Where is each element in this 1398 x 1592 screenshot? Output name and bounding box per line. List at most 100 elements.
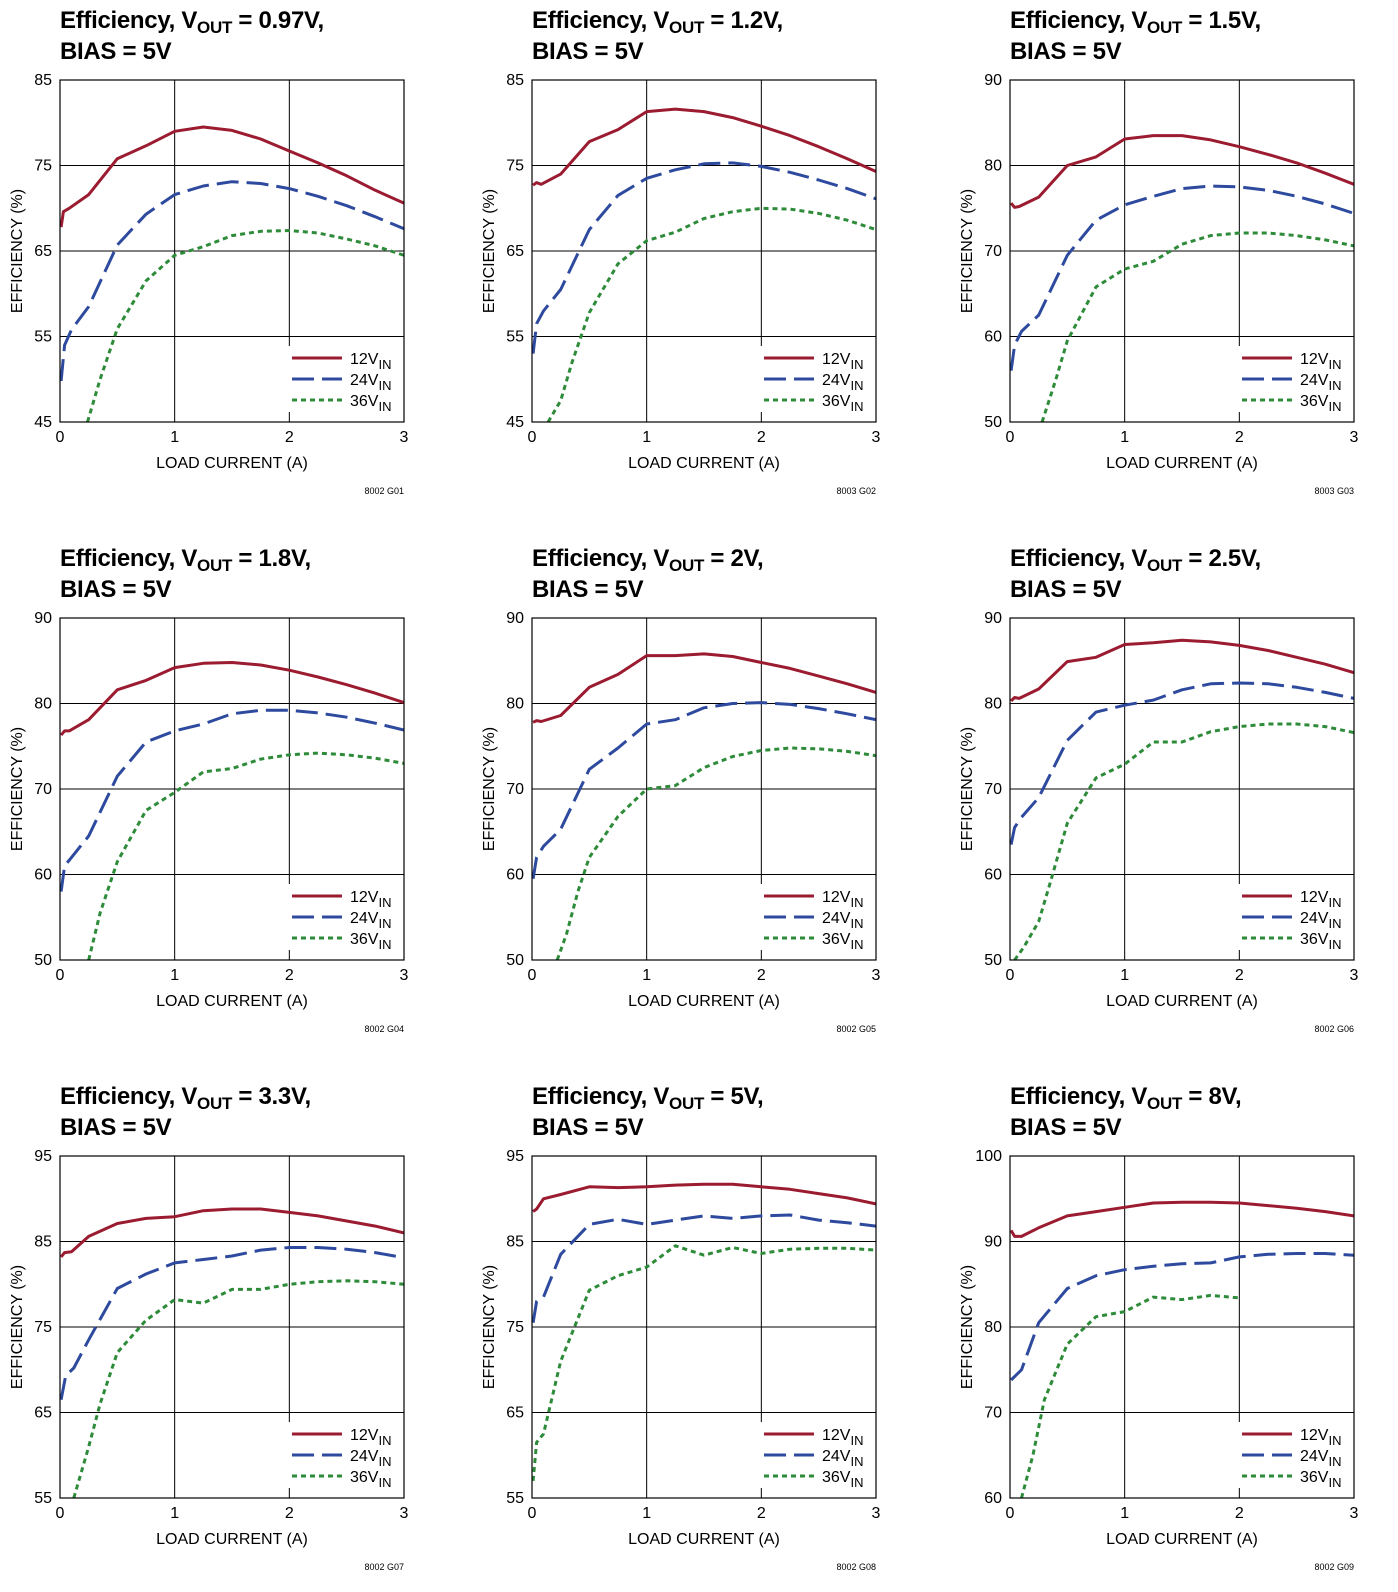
efficiency-plot: 50 60 70 80 90 0 1 2 3 LOAD CURRENT (A) EFFICIENCY… — [9, 610, 409, 1034]
y-axis-label: EFFICIENCY (%) — [9, 189, 26, 313]
x-tick-label: 1 — [642, 429, 651, 446]
y-axis-label: EFFICIENCY (%) — [959, 727, 976, 851]
x-tick-label: 1 — [1120, 967, 1129, 984]
y-tick-label: 70 — [34, 781, 52, 798]
x-axis-label: LOAD CURRENT (A) — [628, 993, 780, 1010]
y-tick-label: 85 — [506, 72, 524, 89]
x-tick-label: 3 — [400, 967, 409, 984]
legend-label: 12VIN — [1300, 1427, 1341, 1448]
x-tick-label: 2 — [285, 1505, 294, 1522]
plot-frame — [531, 79, 877, 423]
x-tick-label: 3 — [400, 429, 409, 446]
legend-label: 12VIN — [350, 1427, 391, 1448]
legend-label: 12VIN — [1300, 889, 1341, 910]
figure-code: 8002 G01 — [364, 486, 404, 496]
y-tick-label: 60 — [34, 867, 52, 884]
y-tick-label: 80 — [34, 696, 52, 713]
x-tick-label: 1 — [170, 1505, 179, 1522]
x-tick-label: 0 — [528, 1505, 537, 1522]
x-tick-label: 0 — [56, 429, 65, 446]
efficiency-plot: 50 60 70 80 90 0 1 2 3 LOAD CURRENT (A) EFFICIENCY… — [959, 72, 1359, 496]
x-axis-label: LOAD CURRENT (A) — [156, 455, 308, 472]
x-tick-label: 0 — [528, 429, 537, 446]
y-tick-label: 75 — [506, 1319, 524, 1336]
series-line-36v-in — [1040, 231, 1354, 422]
y-tick-label: 60 — [506, 867, 524, 884]
legend-label: 36VIN — [1300, 1469, 1341, 1490]
series-line-24v-in — [1010, 681, 1354, 845]
x-tick-label: 2 — [1235, 967, 1244, 984]
efficiency-plot: 55 65 75 85 95 0 1 2 3 LOAD CURRENT (A) EFFICIENCY… — [9, 1148, 409, 1572]
series-line-36v-in — [1020, 1293, 1240, 1498]
chart-title: Efficiency, VOUT = 2V, BIAS = 5V — [532, 545, 764, 603]
legend-label: 24VIN — [350, 910, 391, 931]
y-tick-label: 55 — [34, 1490, 52, 1507]
y-tick-label: 95 — [506, 1148, 524, 1165]
y-tick-label: 80 — [506, 696, 524, 713]
legend-label: 36VIN — [1300, 931, 1341, 952]
y-tick-label: 70 — [984, 1405, 1002, 1422]
chart-title: Efficiency, VOUT = 1.5V, BIAS = 5V — [1010, 7, 1261, 65]
series-line-12v-in — [532, 1182, 876, 1213]
x-tick-label: 3 — [1350, 1505, 1359, 1522]
efficiency-chart-panel: Efficiency, VOUT = 1.2V, BIAS = 5V 45 55 65 7… — [480, 6, 910, 506]
y-tick-label: 85 — [34, 72, 52, 89]
x-tick-label: 0 — [56, 967, 65, 984]
x-tick-label: 1 — [170, 967, 179, 984]
y-tick-label: 90 — [34, 610, 52, 627]
chart-title: Efficiency, VOUT = 1.2V, BIAS = 5V — [532, 7, 783, 65]
legend-label: 12VIN — [822, 889, 863, 910]
y-tick-label: 65 — [506, 1405, 524, 1422]
efficiency-chart-panel: Efficiency, VOUT = 5V, BIAS = 5V 55 65 75 85 9… — [480, 1082, 910, 1582]
y-tick-label: 55 — [506, 1490, 524, 1507]
legend-label: 36VIN — [822, 931, 863, 952]
figure-code: 8002 G04 — [364, 1024, 404, 1034]
y-axis-label: EFFICIENCY (%) — [481, 727, 498, 851]
figure-code: 8002 G05 — [836, 1024, 876, 1034]
series-line-24v-in — [532, 701, 876, 880]
x-tick-label: 0 — [1006, 429, 1015, 446]
y-tick-label: 60 — [984, 329, 1002, 346]
x-tick-label: 2 — [757, 429, 766, 446]
x-tick-label: 0 — [528, 967, 537, 984]
y-tick-label: 65 — [34, 243, 52, 260]
x-axis-label: LOAD CURRENT (A) — [1106, 455, 1258, 472]
series-line-12v-in — [1010, 134, 1354, 209]
y-tick-label: 50 — [984, 952, 1002, 969]
legend-label: 24VIN — [1300, 372, 1341, 393]
efficiency-plot: 50 60 70 80 90 0 1 2 3 LOAD CURRENT (A) EFFICIENCY… — [959, 610, 1359, 1034]
x-tick-label: 2 — [285, 429, 294, 446]
plot-frame — [59, 1155, 405, 1499]
legend-label: 24VIN — [822, 1448, 863, 1469]
y-tick-label: 55 — [34, 329, 52, 346]
efficiency-plot: 50 60 70 80 90 0 1 2 3 LOAD CURRENT (A) EFFICIENCY… — [481, 610, 881, 1034]
y-tick-label: 60 — [984, 1490, 1002, 1507]
x-tick-label: 2 — [1235, 429, 1244, 446]
efficiency-plot: 55 65 75 85 95 0 1 2 3 LOAD CURRENT (A) EFFICIENCY… — [481, 1148, 881, 1572]
y-tick-label: 80 — [984, 1319, 1002, 1336]
series-line-24v-in — [532, 1213, 876, 1323]
y-tick-label: 75 — [34, 1319, 52, 1336]
y-axis-label: EFFICIENCY (%) — [9, 1265, 26, 1389]
series-line-36v-in — [555, 746, 876, 960]
legend-label: 36VIN — [350, 1469, 391, 1490]
chart-title: Efficiency, VOUT = 0.97V, BIAS = 5V — [60, 7, 324, 65]
efficiency-chart-panel: Efficiency, VOUT = 2.5V, BIAS = 5V 50 60 70 8… — [958, 544, 1388, 1044]
chart-title: Efficiency, VOUT = 1.8V, BIAS = 5V — [60, 545, 311, 603]
chart-title: Efficiency, VOUT = 3.3V, BIAS = 5V — [60, 1083, 311, 1141]
x-tick-label: 2 — [757, 967, 766, 984]
figure-code: 8003 G03 — [1314, 486, 1354, 496]
figure-code: 8002 G06 — [1314, 1024, 1354, 1034]
series-line-36v-in — [87, 751, 404, 960]
x-tick-label: 3 — [400, 1505, 409, 1522]
x-tick-label: 2 — [1235, 1505, 1244, 1522]
y-tick-label: 50 — [506, 952, 524, 969]
